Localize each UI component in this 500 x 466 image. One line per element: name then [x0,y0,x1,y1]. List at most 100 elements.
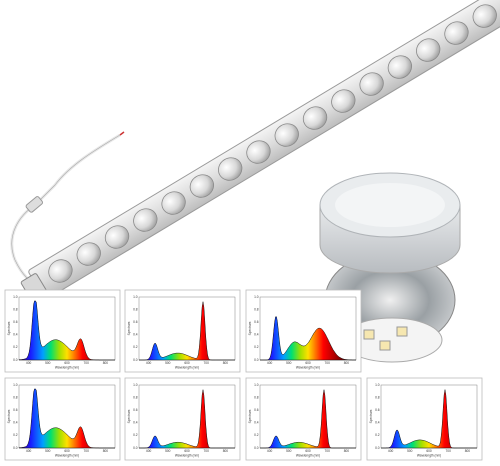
x-tick-label: 500 [286,361,292,365]
led-bar [20,0,500,305]
spectrum-panels: 0.0 0.2 0.4 0.6 0.8 1.0 400 500 600 700 800 Wavelen… [4,289,483,461]
spectrum-panel: 0.0 0.2 0.4 0.6 0.8 1.0 400 500 600 700 800 Wavelen… [4,289,121,373]
x-axis-label: Wavelength (nm) [417,453,441,457]
x-tick-label: 700 [325,449,331,453]
led-lens [246,140,271,164]
y-tick-label: 0.0 [13,446,18,450]
y-tick-label: 0.4 [133,333,138,337]
x-tick-label: 700 [84,361,90,365]
y-tick-label: 0.4 [13,333,18,337]
led-lens [359,72,384,96]
x-axis-label: Wavelength (nm) [55,365,79,369]
x-tick-label: 800 [465,449,471,453]
x-tick-label: 600 [184,361,190,365]
led-lens [331,89,356,113]
y-tick-label: 1.0 [254,383,259,387]
x-tick-label: 800 [344,361,350,365]
y-tick-label: 1.0 [13,295,18,299]
y-tick-label: 0.8 [13,395,18,399]
x-tick-label: 800 [223,361,229,365]
spectrum-curve [139,301,235,361]
y-tick-label: 0.6 [13,408,18,412]
y-tick-label: 0.4 [13,421,18,425]
x-tick-label: 600 [184,449,190,453]
x-tick-label: 500 [45,449,51,453]
spectrum-curve [139,389,235,449]
spectrum-panel: 0.0 0.2 0.4 0.6 0.8 1.0 400 500 600 700 800 Wavelen… [245,289,362,373]
spectrum-panel: 0.0 0.2 0.4 0.6 0.8 1.0 400 500 600 700 800 Wavelen… [124,377,241,461]
y-tick-label: 0.4 [133,421,138,425]
x-axis-label: Wavelength (nm) [55,453,79,457]
led-lens [387,55,413,79]
x-axis-label: Wavelength (nm) [296,453,320,457]
y-axis-label: Spectrum [127,409,131,423]
y-tick-label: 0.2 [13,433,18,437]
y-tick-label: 0.0 [133,358,138,362]
y-axis-label: Spectrum [248,321,252,335]
spectrum-curve [260,316,356,361]
y-tick-label: 0.0 [254,446,259,450]
y-tick-label: 0.0 [254,358,259,362]
y-tick-label: 0.0 [13,358,18,362]
y-tick-label: 1.0 [254,295,259,299]
y-tick-label: 0.8 [133,395,138,399]
x-tick-label: 600 [426,449,432,453]
led-lens [302,106,328,130]
y-axis-label: Spectrum [248,409,252,423]
led-lens [48,259,73,283]
connector [25,196,44,213]
spectrum-curve [18,300,115,361]
y-tick-label: 0.2 [254,345,259,349]
y-tick-label: 0.4 [254,421,259,425]
x-tick-label: 700 [446,449,452,453]
x-tick-label: 500 [407,449,413,453]
led-lens [189,174,215,198]
x-tick-label: 400 [26,449,32,453]
x-tick-label: 700 [204,449,210,453]
y-tick-label: 0.6 [133,320,138,324]
y-tick-label: 0.0 [375,446,380,450]
y-tick-label: 0.4 [254,333,259,337]
lens-assembly [319,172,461,363]
spectrum-panel: 0.0 0.2 0.4 0.6 0.8 1.0 400 500 600 700 800 Wavelen… [4,377,121,461]
y-tick-label: 1.0 [375,383,380,387]
x-tick-label: 500 [165,449,171,453]
y-tick-label: 0.2 [13,345,18,349]
x-tick-label: 700 [204,361,210,365]
y-tick-label: 0.8 [375,395,380,399]
y-tick-label: 0.6 [254,320,259,324]
x-tick-label: 500 [165,361,171,365]
spectrum-curve [260,389,356,449]
x-axis-label: Wavelength (nm) [175,453,199,457]
x-axis-label: Wavelength (nm) [296,365,320,369]
x-axis-label: Wavelength (nm) [175,365,199,369]
spectrum-panel: 0.0 0.2 0.4 0.6 0.8 1.0 400 500 600 700 800 Wavelen… [124,289,241,373]
led-chip [396,326,408,337]
y-axis-label: Spectrum [369,409,373,423]
led-lens [104,225,130,249]
y-tick-label: 0.6 [13,320,18,324]
led-lens [133,208,158,232]
led-chip [363,329,375,340]
y-tick-label: 1.0 [13,383,18,387]
wire-tip [119,131,125,136]
spectrum-panel: 0.0 0.2 0.4 0.6 0.8 1.0 400 500 600 700 800 Wavelen… [245,377,362,461]
y-tick-label: 0.6 [254,408,259,412]
y-tick-label: 0.4 [375,421,380,425]
lens-highlight [335,183,445,227]
x-tick-label: 800 [103,449,109,453]
led-lens [444,21,469,45]
led-lens [472,4,497,28]
x-tick-label: 800 [223,449,229,453]
y-tick-label: 0.2 [133,345,138,349]
y-tick-label: 1.0 [133,295,138,299]
x-tick-label: 700 [325,361,331,365]
spectrum-curve [18,388,115,449]
y-tick-label: 0.8 [13,307,18,311]
led-lens [218,157,243,181]
x-tick-label: 600 [64,361,70,365]
x-tick-label: 800 [103,361,109,365]
led-lens [416,38,441,62]
x-tick-label: 400 [146,361,152,365]
